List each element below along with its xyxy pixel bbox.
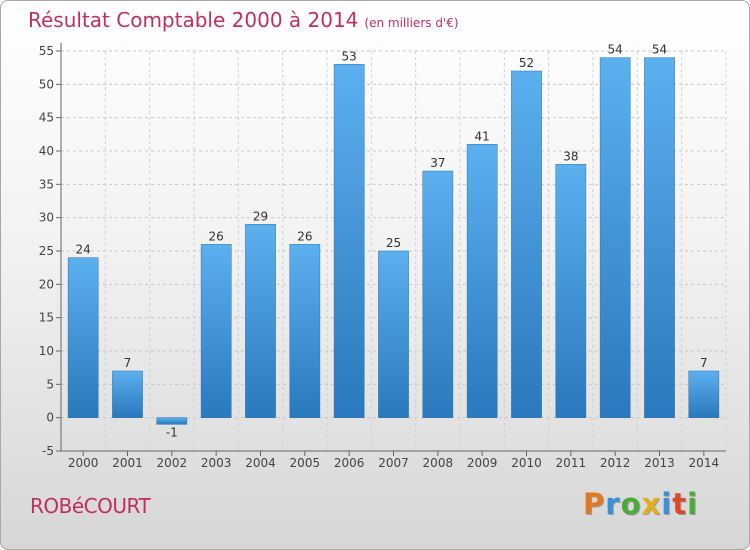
data-label-2000: 24 (76, 243, 91, 257)
data-label-2007: 25 (386, 236, 401, 250)
bar-2014 (688, 370, 720, 418)
y-tick-label: 30 (39, 211, 54, 225)
chart-title: Résultat Comptable 2000 à 2014 (28, 8, 359, 32)
data-label-2008: 37 (430, 156, 445, 170)
y-tick-label: 50 (39, 77, 54, 91)
y-tick-label: 25 (39, 244, 54, 258)
y-tick-label: 15 (39, 311, 54, 325)
bar-2013 (644, 57, 675, 418)
chart-title-block: Résultat Comptable 2000 à 2014 (en millie… (28, 8, 459, 32)
bar-2004 (245, 224, 276, 418)
y-tick-label: 10 (39, 344, 54, 358)
data-label-2005: 26 (297, 229, 312, 243)
proxiti-logo: Proxiti (583, 487, 698, 521)
bar-2005 (289, 244, 321, 418)
data-label-2010: 52 (519, 56, 534, 70)
logo-letter: r (605, 487, 621, 521)
logo-letter: i (687, 487, 699, 521)
axes: -5 0 5 10 15 20 25 30 35 40 45 50 55 2000 2001 2002 2003… (39, 43, 726, 470)
logo-letter: x (641, 487, 662, 521)
x-tick-label-2013: 2013 (644, 456, 675, 470)
data-label-2011: 38 (563, 149, 578, 163)
bar-2011 (555, 164, 587, 418)
x-tick-label-2010: 2010 (511, 456, 542, 470)
x-tick-label-2009: 2009 (467, 456, 498, 470)
y-tick-label: 20 (39, 277, 54, 291)
data-label-2014: 7 (700, 356, 708, 370)
data-labels: 24 7 -1 26 29 26 53 25 37 41 52 38 54 54 7 (76, 43, 708, 440)
data-label-2013: 54 (652, 43, 667, 57)
x-tick-label-2006: 2006 (334, 456, 365, 470)
bar-2010 (511, 70, 542, 418)
y-tick-label: 0 (46, 411, 54, 425)
x-tick-label-2012: 2012 (600, 456, 631, 470)
data-label-2006: 53 (342, 49, 357, 63)
data-label-2002: -1 (166, 425, 178, 439)
data-label-2004: 29 (253, 209, 268, 223)
logo-letter: t (672, 487, 688, 521)
y-tick-label: 45 (39, 111, 54, 125)
data-label-2001: 7 (124, 356, 132, 370)
logo-letter: P (583, 487, 606, 521)
data-label-2009: 41 (475, 129, 490, 143)
x-tick-label-2008: 2008 (423, 456, 454, 470)
chart-subtitle: (en milliers d'€) (364, 16, 459, 30)
bar-2012 (599, 57, 631, 418)
bar-2003 (200, 244, 232, 418)
bar-2007 (378, 250, 409, 418)
y-tick-label: 35 (39, 177, 54, 191)
x-tick-label-2001: 2001 (112, 456, 143, 470)
x-tick-label-2004: 2004 (245, 456, 276, 470)
logo-letter: o (620, 487, 642, 521)
bar-2002 (156, 417, 188, 425)
y-tick-label: 40 (39, 144, 54, 158)
y-tick-label: 55 (39, 44, 54, 58)
x-tick-label-2005: 2005 (290, 456, 321, 470)
x-tick-label-2007: 2007 (378, 456, 409, 470)
bar-2000 (67, 257, 99, 418)
bar-2009 (466, 144, 498, 418)
x-tick-label-2011: 2011 (556, 456, 587, 470)
bar-2006 (333, 64, 365, 418)
x-tick-label-2000: 2000 (68, 456, 99, 470)
x-tick-label-2014: 2014 (689, 456, 720, 470)
commune-name: ROBéCOURT (30, 494, 151, 518)
x-tick-label-2003: 2003 (201, 456, 232, 470)
y-tick-label: -5 (42, 444, 54, 458)
y-tick-label: 5 (46, 377, 54, 391)
x-tick-label-2002: 2002 (157, 456, 188, 470)
bar-2001 (112, 370, 143, 418)
data-label-2003: 26 (209, 229, 224, 243)
logo-letter: i (661, 487, 673, 521)
bars (67, 57, 720, 425)
bar-2008 (422, 170, 454, 418)
data-label-2012: 54 (608, 43, 623, 57)
